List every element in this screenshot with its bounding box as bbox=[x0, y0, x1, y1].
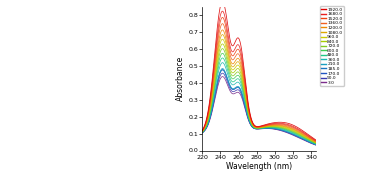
Legend: 1920.0, 1680.0, 1520.0, 1360.0, 1200.0, 1080.0, 960.0, 840.0, 720.0, 600.0, 480.: 1920.0, 1680.0, 1520.0, 1360.0, 1200.0, … bbox=[320, 6, 344, 86]
Y-axis label: Absorbance: Absorbance bbox=[177, 56, 186, 101]
X-axis label: Wavelength (nm): Wavelength (nm) bbox=[226, 162, 292, 172]
